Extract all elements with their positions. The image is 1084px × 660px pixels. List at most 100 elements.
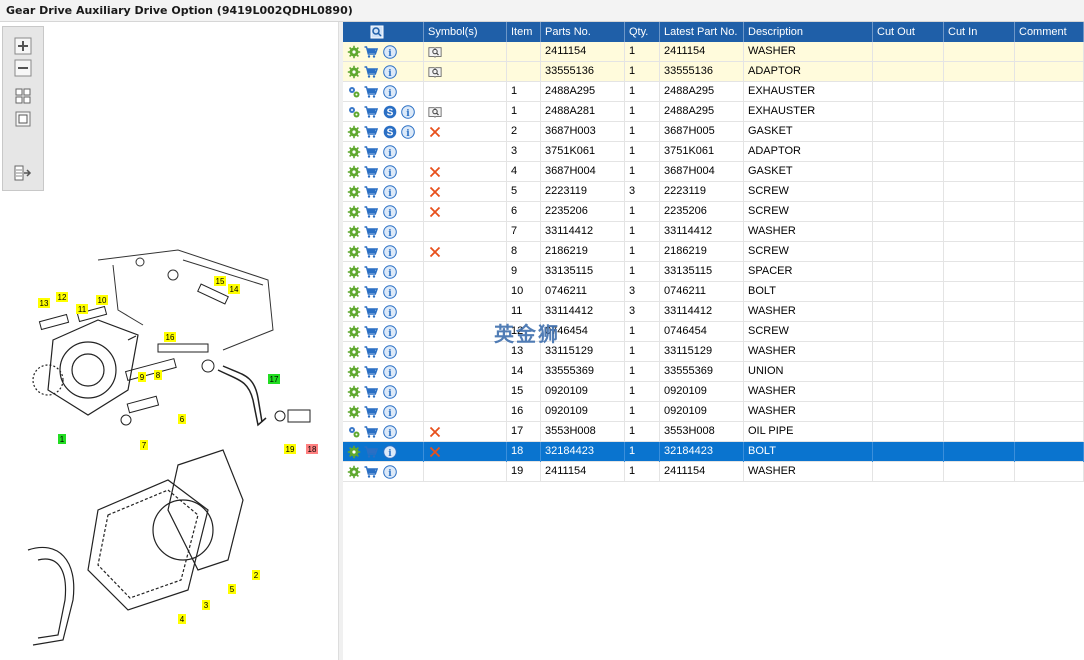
add-to-cart-icon[interactable] <box>364 165 378 179</box>
table-row[interactable]: i 13 33115129 1 33115129 WASHER <box>343 342 1084 362</box>
info-icon[interactable]: i <box>383 445 397 459</box>
column-header-icons[interactable] <box>343 22 424 42</box>
illustration-pane[interactable]: 13 12 11 10 15 14 16 9 8 17 6 7 1 19 18 2 5 3 4 <box>0 22 338 660</box>
info-icon[interactable]: i <box>383 345 397 359</box>
info-icon[interactable]: i <box>383 265 397 279</box>
table-row[interactable]: i 9 33135115 1 33135115 SPACER <box>343 262 1084 282</box>
reference-book-icon[interactable] <box>428 45 444 59</box>
callout-1[interactable]: 1 <box>58 434 66 444</box>
supersession-s-icon[interactable]: S <box>383 125 397 139</box>
add-to-cart-icon[interactable] <box>364 225 378 239</box>
callout-16[interactable]: 16 <box>164 332 176 342</box>
callout-18[interactable]: 18 <box>306 444 318 454</box>
column-header-item[interactable]: Item <box>507 22 541 42</box>
callout-19[interactable]: 19 <box>284 444 296 454</box>
export-list-icon[interactable] <box>14 164 32 182</box>
info-icon[interactable]: i <box>383 385 397 399</box>
add-to-cart-icon[interactable] <box>364 265 378 279</box>
info-icon[interactable]: i <box>383 425 397 439</box>
table-row[interactable]: i 4 3687H004 1 3687H004 GASKET <box>343 162 1084 182</box>
part-gear-icon[interactable] <box>347 225 361 239</box>
info-icon[interactable]: i <box>383 165 397 179</box>
part-gear-icon[interactable] <box>347 125 361 139</box>
table-row[interactable]: i 11 33114412 3 33114412 WASHER <box>343 302 1084 322</box>
table-row[interactable]: i 7 33114412 1 33114412 WASHER <box>343 222 1084 242</box>
assembly-gears-icon[interactable] <box>347 105 361 119</box>
fit-all-icon[interactable] <box>14 87 32 105</box>
callout-17[interactable]: 17 <box>268 374 280 384</box>
column-header-qty[interactable]: Qty. <box>625 22 660 42</box>
zoom-out-icon[interactable] <box>14 59 32 77</box>
part-gear-icon[interactable] <box>347 445 361 459</box>
table-row[interactable]: i 1 2488A295 1 2488A295 EXHAUSTER <box>343 82 1084 102</box>
table-row[interactable]: i 3 3751K061 1 3751K061 ADAPTOR <box>343 142 1084 162</box>
info-icon[interactable]: i <box>383 365 397 379</box>
pane-splitter[interactable] <box>338 22 343 660</box>
part-gear-icon[interactable] <box>347 305 361 319</box>
callout-10[interactable]: 10 <box>96 295 108 305</box>
add-to-cart-icon[interactable] <box>364 205 378 219</box>
table-row[interactable]: i 18 32184423 1 32184423 BOLT <box>343 442 1084 462</box>
info-icon[interactable]: i <box>383 185 397 199</box>
info-icon[interactable]: i <box>383 225 397 239</box>
column-header-latest-part-no[interactable]: Latest Part No. <box>660 22 744 42</box>
callout-4[interactable]: 4 <box>178 614 186 624</box>
table-row[interactable]: i 19 2411154 1 2411154 WASHER <box>343 462 1084 482</box>
info-icon[interactable]: i <box>383 285 397 299</box>
table-row[interactable]: i 17 3553H008 1 3553H008 OIL PIPE <box>343 422 1084 442</box>
column-header-cut-in[interactable]: Cut In <box>944 22 1015 42</box>
table-row[interactable]: i 6 2235206 1 2235206 SCREW <box>343 202 1084 222</box>
part-gear-icon[interactable] <box>347 45 361 59</box>
info-icon[interactable]: i <box>383 145 397 159</box>
callout-7[interactable]: 7 <box>140 440 148 450</box>
table-row[interactable]: i 16 0920109 1 0920109 WASHER <box>343 402 1084 422</box>
part-gear-icon[interactable] <box>347 385 361 399</box>
part-gear-icon[interactable] <box>347 345 361 359</box>
table-row[interactable]: i 33555136 1 33555136 ADAPTOR <box>343 62 1084 82</box>
column-header-parts-no[interactable]: Parts No. <box>541 22 625 42</box>
part-gear-icon[interactable] <box>347 65 361 79</box>
callout-12[interactable]: 12 <box>56 292 68 302</box>
info-icon[interactable]: i <box>383 405 397 419</box>
zoom-in-icon[interactable] <box>14 37 32 55</box>
table-row[interactable]: i 10 0746211 3 0746211 BOLT <box>343 282 1084 302</box>
callout-9[interactable]: 9 <box>138 372 146 382</box>
add-to-cart-icon[interactable] <box>364 65 378 79</box>
table-row[interactable]: i 5 2223119 3 2223119 SCREW <box>343 182 1084 202</box>
add-to-cart-icon[interactable] <box>364 245 378 259</box>
column-header-cut-out[interactable]: Cut Out <box>873 22 944 42</box>
info-icon[interactable]: i <box>383 65 397 79</box>
supersession-s-icon[interactable]: S <box>383 105 397 119</box>
table-row[interactable]: i 12 0746454 1 0746454 SCREW <box>343 322 1084 342</box>
add-to-cart-icon[interactable] <box>364 185 378 199</box>
add-to-cart-icon[interactable] <box>364 385 378 399</box>
reference-book-icon[interactable] <box>428 65 444 79</box>
add-to-cart-icon[interactable] <box>364 365 378 379</box>
part-gear-icon[interactable] <box>347 245 361 259</box>
callout-2[interactable]: 2 <box>252 570 260 580</box>
part-gear-icon[interactable] <box>347 265 361 279</box>
table-row[interactable]: i 15 0920109 1 0920109 WASHER <box>343 382 1084 402</box>
actual-size-icon[interactable] <box>14 110 32 128</box>
add-to-cart-icon[interactable] <box>364 105 378 119</box>
part-gear-icon[interactable] <box>347 325 361 339</box>
callout-8[interactable]: 8 <box>154 370 162 380</box>
info-icon[interactable]: i <box>383 325 397 339</box>
info-icon[interactable]: i <box>401 105 415 119</box>
callout-3[interactable]: 3 <box>202 600 210 610</box>
table-row[interactable]: i 8 2186219 1 2186219 SCREW <box>343 242 1084 262</box>
info-icon[interactable]: i <box>383 45 397 59</box>
part-gear-icon[interactable] <box>347 465 361 479</box>
part-gear-icon[interactable] <box>347 365 361 379</box>
part-gear-icon[interactable] <box>347 185 361 199</box>
add-to-cart-icon[interactable] <box>364 145 378 159</box>
info-icon[interactable]: i <box>383 205 397 219</box>
table-row[interactable]: i 14 33555369 1 33555369 UNION <box>343 362 1084 382</box>
column-header-description[interactable]: Description <box>744 22 873 42</box>
add-to-cart-icon[interactable] <box>364 325 378 339</box>
info-icon[interactable]: i <box>383 245 397 259</box>
part-gear-icon[interactable] <box>347 205 361 219</box>
callout-11[interactable]: 11 <box>76 304 88 314</box>
